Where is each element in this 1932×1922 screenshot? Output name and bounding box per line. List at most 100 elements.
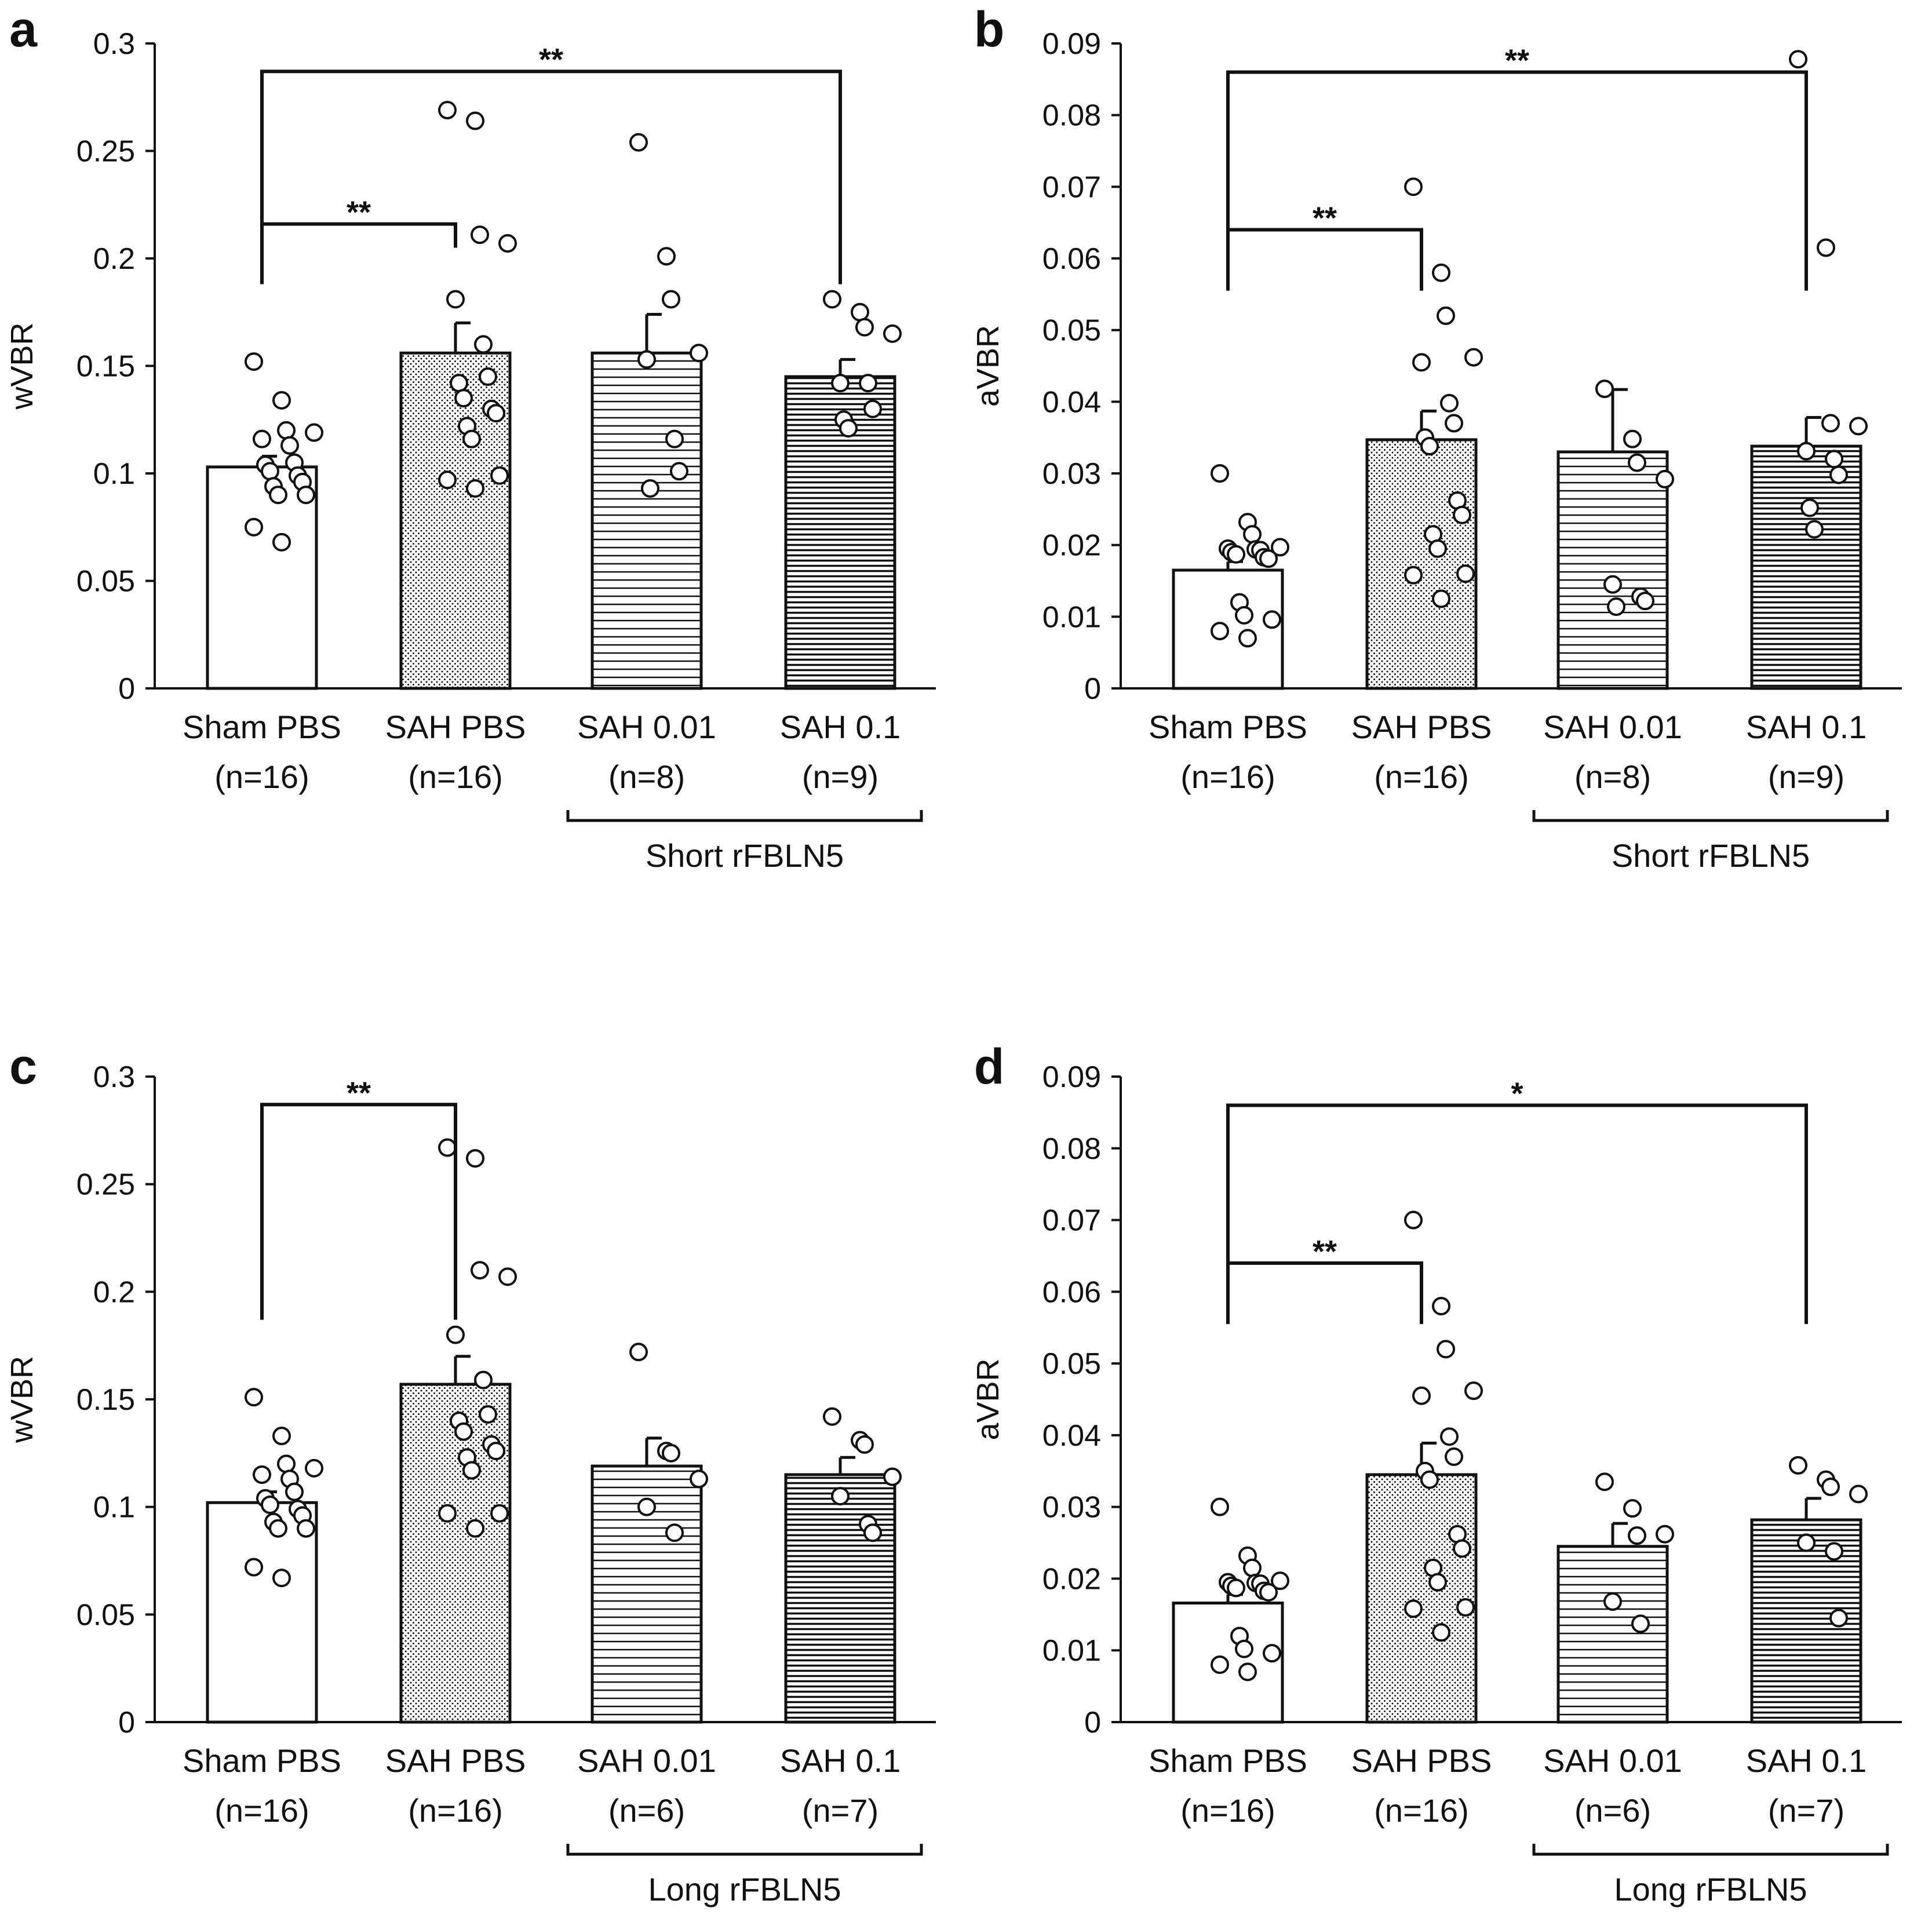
group-label: Short rFBLN5: [646, 837, 844, 874]
data-point: [297, 486, 315, 505]
n-label: (n=16): [1374, 758, 1468, 795]
panel-b: b 0 0.01 0.02 0.03 0.04 0.05 0.06 0.07 0.08 0.09 aV…: [966, 0, 1932, 956]
data-point: [1238, 1662, 1257, 1682]
y-tick-label: 0.05: [1042, 1347, 1101, 1381]
data-point: [1595, 380, 1614, 399]
data-point: [277, 421, 296, 440]
data-point: [471, 1261, 489, 1280]
data-point: [657, 247, 676, 266]
y-tick-label: 0.01: [1042, 1634, 1101, 1668]
data-point: [1235, 1639, 1253, 1658]
data-point: [269, 1519, 287, 1538]
y-tick-label: 0.02: [1042, 529, 1101, 563]
y-tick-label: 0.07: [1042, 1204, 1101, 1238]
data-point: [1428, 539, 1447, 558]
data-point: [1464, 1381, 1483, 1401]
data-point: [1432, 589, 1450, 608]
data-point: [462, 429, 481, 448]
data-point: [1623, 429, 1642, 448]
y-tick-label: 0.15: [76, 350, 135, 384]
data-point: [1456, 564, 1475, 583]
data-point: [1631, 1614, 1650, 1633]
data-point: [1412, 1386, 1431, 1405]
data-point: [272, 1427, 291, 1446]
data-point: [1595, 1472, 1614, 1491]
data-point: [1829, 465, 1848, 484]
data-point: [690, 1469, 708, 1489]
data-point: [1432, 1623, 1450, 1642]
chart-c: c 0 0.05 0.1 0.15 0.2 0.25 0.3 wVBR ** Sham PBS (n=…: [5, 1039, 936, 1908]
data-point: [670, 462, 688, 481]
data-point: [665, 429, 684, 448]
y-tick-label: 0.1: [93, 1491, 135, 1525]
data-point: [1800, 498, 1819, 517]
data-point: [446, 1325, 465, 1344]
data-point: [245, 352, 263, 371]
data-point: [272, 391, 291, 410]
y-tick-label: 0.08: [1042, 99, 1101, 133]
data-point: [823, 290, 841, 309]
data-point: [1259, 549, 1278, 568]
data-point: [1238, 629, 1257, 648]
chart-b: b 0 0.01 0.02 0.03 0.04 0.05 0.06 0.07 0.08 0.09 aV…: [971, 2, 1902, 874]
group-label: Long rFBLN5: [1614, 1871, 1807, 1908]
data-point: [261, 462, 279, 481]
data-point: [253, 429, 271, 448]
n-label: (n=16): [214, 758, 309, 795]
data-point: [1797, 442, 1816, 461]
x-tick-label: Sham PBS: [1149, 709, 1307, 745]
n-label: (n=16): [1180, 758, 1275, 795]
bar: [1365, 1473, 1478, 1724]
y-tick-label: 0.02: [1042, 1562, 1101, 1596]
y-tick-label: 0: [118, 672, 135, 706]
data-point: [863, 1523, 882, 1542]
significance-label: **: [347, 195, 371, 230]
group-label: Long rFBLN5: [648, 1871, 841, 1908]
data-point: [665, 1523, 684, 1542]
data-point: [280, 436, 299, 455]
y-tick-label: 0.07: [1042, 170, 1101, 204]
plot-area: a 0 0.05 0.1 0.15 0.2 0.25 0.3 wVBR ** ** Sham PBS (…: [5, 2, 936, 874]
data-point: [883, 1467, 902, 1486]
data-point: [1227, 545, 1245, 564]
data-point: [1821, 1478, 1840, 1497]
bar: [206, 465, 318, 690]
panel-label: c: [9, 1039, 37, 1095]
significance-bracket: [260, 222, 457, 285]
data-point: [269, 486, 287, 505]
data-point: [855, 1435, 874, 1454]
significance-bracket: [1226, 228, 1423, 291]
y-tick-label: 0.04: [1042, 1419, 1101, 1453]
significance-bracket: [260, 1103, 457, 1320]
data-point: [438, 471, 457, 490]
n-label: (n=16): [214, 1792, 309, 1829]
data-point: [462, 1461, 481, 1480]
data-point: [1445, 414, 1463, 433]
data-point: [831, 374, 850, 393]
y-tick-label: 0.05: [76, 565, 135, 599]
data-point: [1603, 575, 1622, 594]
significance-label: **: [347, 1075, 371, 1110]
data-point: [487, 404, 505, 423]
data-point: [851, 302, 869, 322]
data-point: [466, 111, 484, 130]
significance-bracket: [260, 70, 842, 285]
significance-label: **: [539, 42, 563, 77]
x-tick-label: SAH 0.01: [1543, 709, 1682, 745]
y-tick-label: 0.15: [76, 1383, 135, 1417]
x-tick-label: SAH PBS: [1351, 709, 1492, 745]
data-point: [1243, 525, 1262, 544]
panel-label: a: [9, 2, 38, 57]
x-tick-label: SAH 0.1: [1746, 1742, 1867, 1779]
data-point: [438, 101, 457, 120]
data-point: [297, 1519, 315, 1538]
significance-bracket: [1226, 70, 1808, 291]
data-point: [466, 479, 484, 498]
y-tick-label: 0.25: [76, 1168, 135, 1202]
significance-label: **: [1313, 201, 1337, 236]
data-point: [1607, 597, 1625, 617]
data-point: [1404, 1599, 1423, 1618]
data-point: [1829, 1609, 1848, 1628]
data-point: [454, 389, 473, 408]
data-point: [637, 350, 656, 369]
